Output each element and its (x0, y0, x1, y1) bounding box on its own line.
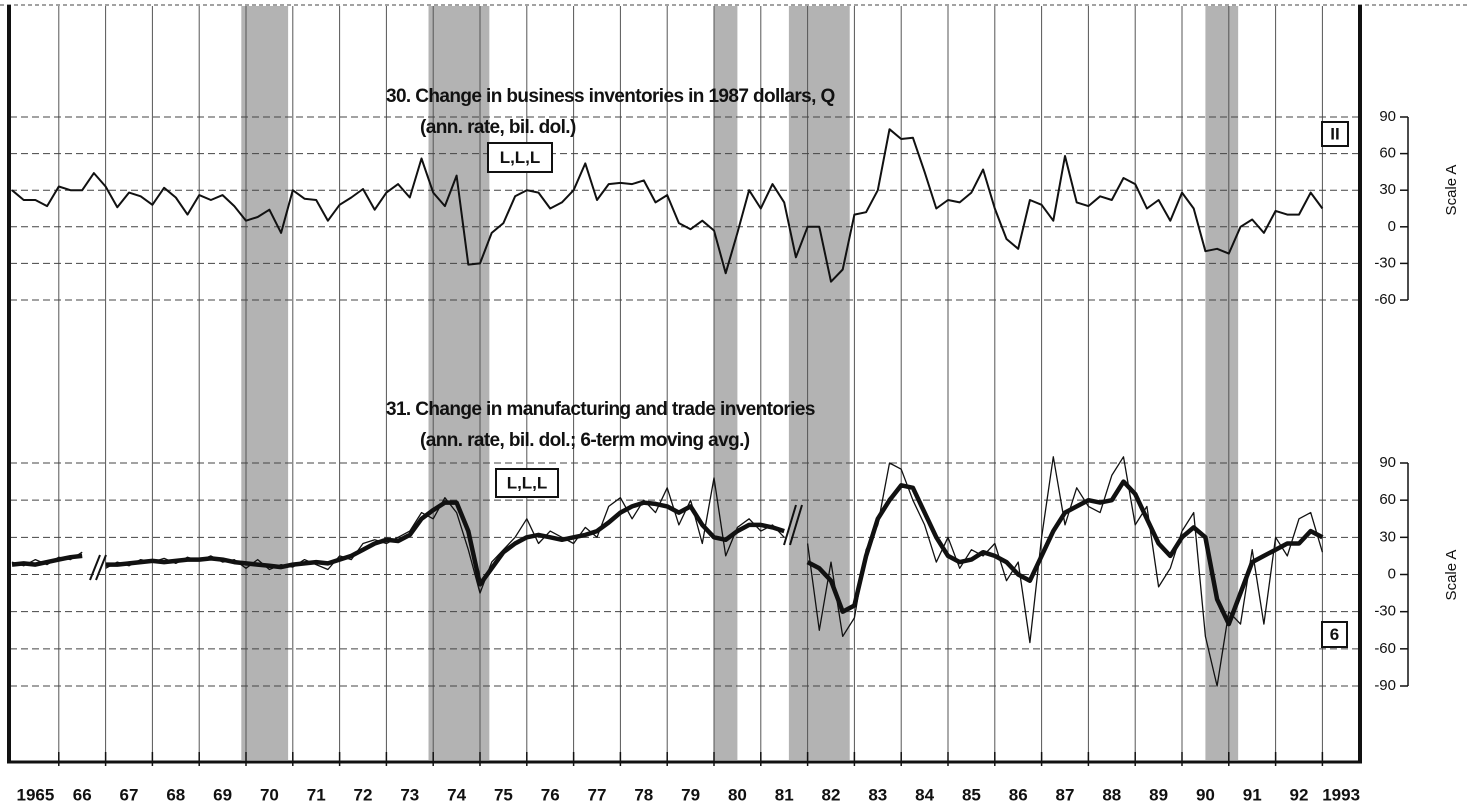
panel-label: 6 (1330, 625, 1339, 644)
x-tick-label: 87 (1056, 785, 1075, 804)
break-mark (89, 504, 803, 581)
timing-code-box (487, 142, 553, 173)
x-tick-label: 70 (260, 785, 279, 804)
y-axis-label: Scale A (1443, 550, 1460, 601)
recession-band (788, 6, 850, 760)
x-tick-label: 75 (494, 785, 513, 804)
x-tick-label: 81 (775, 785, 794, 804)
timing-code: L,L,L (507, 473, 548, 492)
x-tick-label: 83 (868, 785, 887, 804)
x-tick-label: 76 (541, 785, 560, 804)
x-tick-label: 69 (213, 785, 232, 804)
y-tick-label: 0 (1388, 218, 1396, 235)
grid-layer (10, 6, 1360, 766)
x-tick-label: 90 (1196, 785, 1215, 804)
x-tick-label: 86 (1009, 785, 1028, 804)
x-tick-label: 74 (447, 785, 466, 804)
x-tick-label: 73 (400, 785, 419, 804)
x-tick-label: 84 (915, 785, 934, 804)
x-tick-label: 77 (588, 785, 607, 804)
y-axis-label: Scale A (1443, 165, 1460, 216)
y-tick-label: -60 (1374, 640, 1396, 657)
x-tick-label: 80 (728, 785, 747, 804)
y-tick-label: -30 (1374, 603, 1396, 620)
timing-code: L,L,L (500, 148, 541, 167)
recession-band (1205, 6, 1239, 760)
x-tick-label: 72 (354, 785, 373, 804)
chart-title: 31. Change in manufacturing and trade in… (386, 399, 815, 420)
y-tick-label: 60 (1379, 491, 1396, 508)
y-tick-label: -90 (1374, 677, 1396, 694)
panel-label-box (1321, 121, 1349, 147)
panel-label: II (1330, 124, 1339, 143)
x-tick-label: 66 (73, 785, 92, 804)
x-tick-label: 1965 (16, 785, 54, 804)
series-line (11, 479, 1324, 627)
x-tick-label: 89 (1149, 785, 1168, 804)
x-tick-label: 91 (1243, 785, 1262, 804)
x-tick-label: 85 (962, 785, 981, 804)
x-tick-label: 67 (120, 785, 139, 804)
y-tick-label: 0 (1388, 565, 1396, 582)
recession-layer (241, 6, 1239, 760)
x-tick-label: 78 (634, 785, 653, 804)
recession-band (714, 6, 738, 760)
line-layer (11, 128, 1324, 687)
recession-band (428, 6, 490, 760)
label-layer: 1965 66 67 68 69 70 71 72 73 74 75 76 77 78 79 80 81 82 83… (16, 86, 1459, 804)
y-tick-label: 30 (1379, 528, 1396, 545)
y-tick-label: 90 (1379, 108, 1396, 125)
chart-subtitle: (ann. rate, bil. dol.; 6-term moving avg… (420, 430, 750, 451)
y-tick-label: 90 (1379, 454, 1396, 471)
series-line (11, 128, 1324, 283)
x-tick-label: 1993 (1322, 785, 1360, 804)
chart-subtitle: (ann. rate, bil. dol.) (420, 117, 576, 138)
x-tick-label: 88 (1102, 785, 1121, 804)
timing-code-box (495, 468, 559, 498)
chart-title: 30. Change in business inventories in 19… (386, 86, 835, 107)
x-tick-label: 71 (307, 785, 326, 804)
y-tick-label: -30 (1374, 254, 1396, 271)
y-tick-label: 30 (1379, 181, 1396, 198)
x-tick-label: 79 (681, 785, 700, 804)
y-tick-label: -60 (1374, 291, 1396, 308)
x-tick-label: 82 (822, 785, 841, 804)
x-tick-label: 92 (1290, 785, 1309, 804)
recession-band (241, 6, 289, 760)
panel-label-box (1321, 621, 1348, 648)
y-tick-label: 60 (1379, 145, 1396, 162)
x-tick-label: 68 (166, 785, 185, 804)
